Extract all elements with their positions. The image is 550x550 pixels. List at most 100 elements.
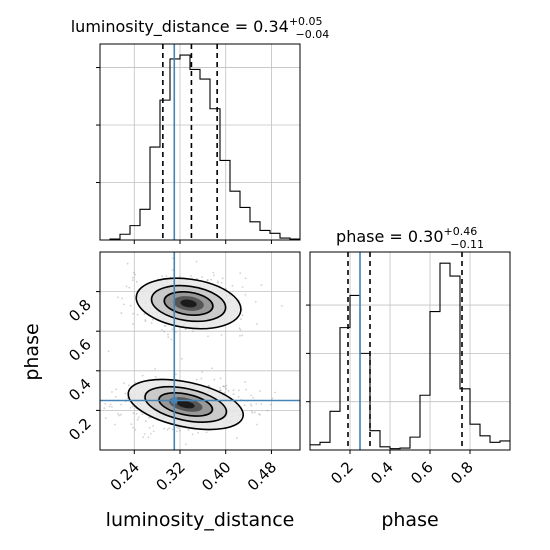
ld-title-sup: +0.05	[289, 15, 323, 28]
pd-sample-point	[113, 423, 116, 426]
pd-sample-point	[177, 427, 180, 430]
pd-sample-point	[239, 334, 241, 337]
pd-sample-point	[270, 403, 272, 406]
pd-density-shade	[176, 400, 195, 409]
pd-sample-point	[181, 357, 183, 360]
pd-sample-point	[213, 378, 216, 381]
pd-sample-point	[239, 272, 242, 275]
pd-sample-point	[210, 278, 212, 281]
pd-sample-point	[170, 338, 173, 341]
phase-xtick-label: 0.8	[447, 458, 477, 488]
pd-xtick-label: 0.48	[244, 458, 280, 494]
pd-sample-point	[250, 410, 253, 413]
ld-frame	[99, 43, 301, 241]
pd-sample-point	[123, 303, 125, 306]
pd-sample-point	[241, 286, 244, 288]
pd-sample-point	[115, 395, 117, 398]
pd-sample-point	[207, 385, 210, 387]
pd-contour-line	[127, 378, 244, 431]
pd-sample-point	[212, 271, 215, 274]
pd-sample-point	[191, 330, 194, 333]
pd-xtick-label: 0.40	[198, 458, 234, 494]
phase-histogram-panel: 0.2 0.4 0.6 0.8 phase = 0.30+0.46 −0.11 phase	[306, 225, 511, 531]
pd-sample-point	[221, 277, 224, 280]
pd-sample-point	[231, 284, 234, 287]
pd-sample-point	[200, 377, 203, 380]
pd-contour-line	[150, 284, 227, 323]
pd-sample-point	[266, 409, 269, 412]
pd-sample-point	[150, 322, 153, 325]
pd-sample-point	[131, 323, 134, 325]
pd-sample-point	[164, 325, 167, 327]
pd-truth-marker	[171, 397, 178, 404]
pd-sample-point	[244, 380, 247, 383]
pd-sample-point	[254, 301, 257, 303]
pd-sample-point	[165, 275, 168, 277]
phase-title-sup: +0.46	[444, 225, 478, 238]
phase-xlabel: phase	[381, 509, 438, 531]
pd-sample-point	[260, 284, 263, 286]
pd-contour-line	[158, 392, 214, 417]
pd-sample-point	[131, 279, 134, 282]
pd-sample-point	[163, 427, 166, 430]
pd-sample-point	[208, 385, 211, 387]
pd-sample-point	[259, 413, 261, 416]
pd-sample-point	[144, 319, 147, 321]
pd-sample-point	[163, 324, 166, 327]
pd-sample-point	[134, 428, 137, 431]
pd-sample-point	[171, 269, 174, 271]
pd-sample-point	[255, 402, 258, 405]
phase-xtick-label: 0.4	[367, 458, 397, 488]
pd-sample-point	[220, 334, 223, 336]
pd-sample-point	[222, 385, 225, 388]
pd-sample-point	[256, 423, 258, 426]
pd-sample-point	[250, 404, 253, 407]
pd-sample-point	[126, 262, 129, 265]
phase-histogram-step	[310, 262, 510, 450]
pd-sample-point	[223, 385, 226, 388]
pd-sample-point	[195, 378, 198, 381]
pd-sample-point	[208, 384, 210, 387]
pd-sample-point	[232, 393, 235, 396]
pd-sample-point	[241, 314, 244, 317]
pd-sample-point	[137, 416, 140, 419]
pd-sample-point	[197, 431, 200, 434]
pd-sample-point	[207, 335, 209, 338]
pd-sample-point	[171, 428, 174, 431]
pd-sample-point	[118, 414, 120, 417]
pd-sample-point	[185, 443, 187, 446]
pd-sample-point	[149, 432, 152, 435]
pd-sample-point	[238, 327, 241, 330]
pd-sample-point	[134, 273, 137, 276]
pd-sample-point	[271, 397, 274, 400]
phase-vs-luminosity-distance-panel: 0.24 0.32 0.40 0.48 0.2 0.4 0.6 0.8 luminosity_d…	[21, 251, 301, 531]
pd-sample-point	[239, 328, 242, 331]
pd-sample-point	[211, 367, 213, 370]
pd-sample-point	[179, 275, 181, 278]
pd-sample-point	[154, 375, 157, 378]
pd-sample-point	[244, 277, 247, 280]
pd-sample-point	[254, 411, 256, 414]
pd-sample-point	[135, 280, 138, 283]
pd-sample-point	[103, 407, 106, 410]
pd-sample-point	[175, 331, 177, 333]
pd-sample-point	[251, 411, 254, 414]
pd-sample-point	[167, 336, 170, 339]
pd-sample-point	[224, 287, 227, 290]
pd-contour-line	[135, 277, 242, 330]
pd-sample-point	[111, 405, 113, 408]
pd-sample-point	[237, 395, 240, 398]
pd-sample-point	[111, 391, 113, 393]
pd-sample-point	[256, 323, 258, 325]
ld-title-base: luminosity_distance = 0.34	[71, 17, 289, 37]
pd-sample-point	[219, 387, 222, 389]
pd-sample-point	[132, 276, 134, 279]
phase-frame	[309, 251, 511, 451]
pd-contour-line	[144, 385, 228, 423]
pd-sample-point	[144, 420, 147, 422]
pd-sample-point	[128, 286, 131, 289]
pd-xlabel: luminosity_distance	[106, 509, 295, 531]
pd-xtick-label: 0.32	[152, 458, 188, 494]
pd-sample-point	[216, 280, 219, 283]
pd-sample-point	[205, 431, 208, 434]
